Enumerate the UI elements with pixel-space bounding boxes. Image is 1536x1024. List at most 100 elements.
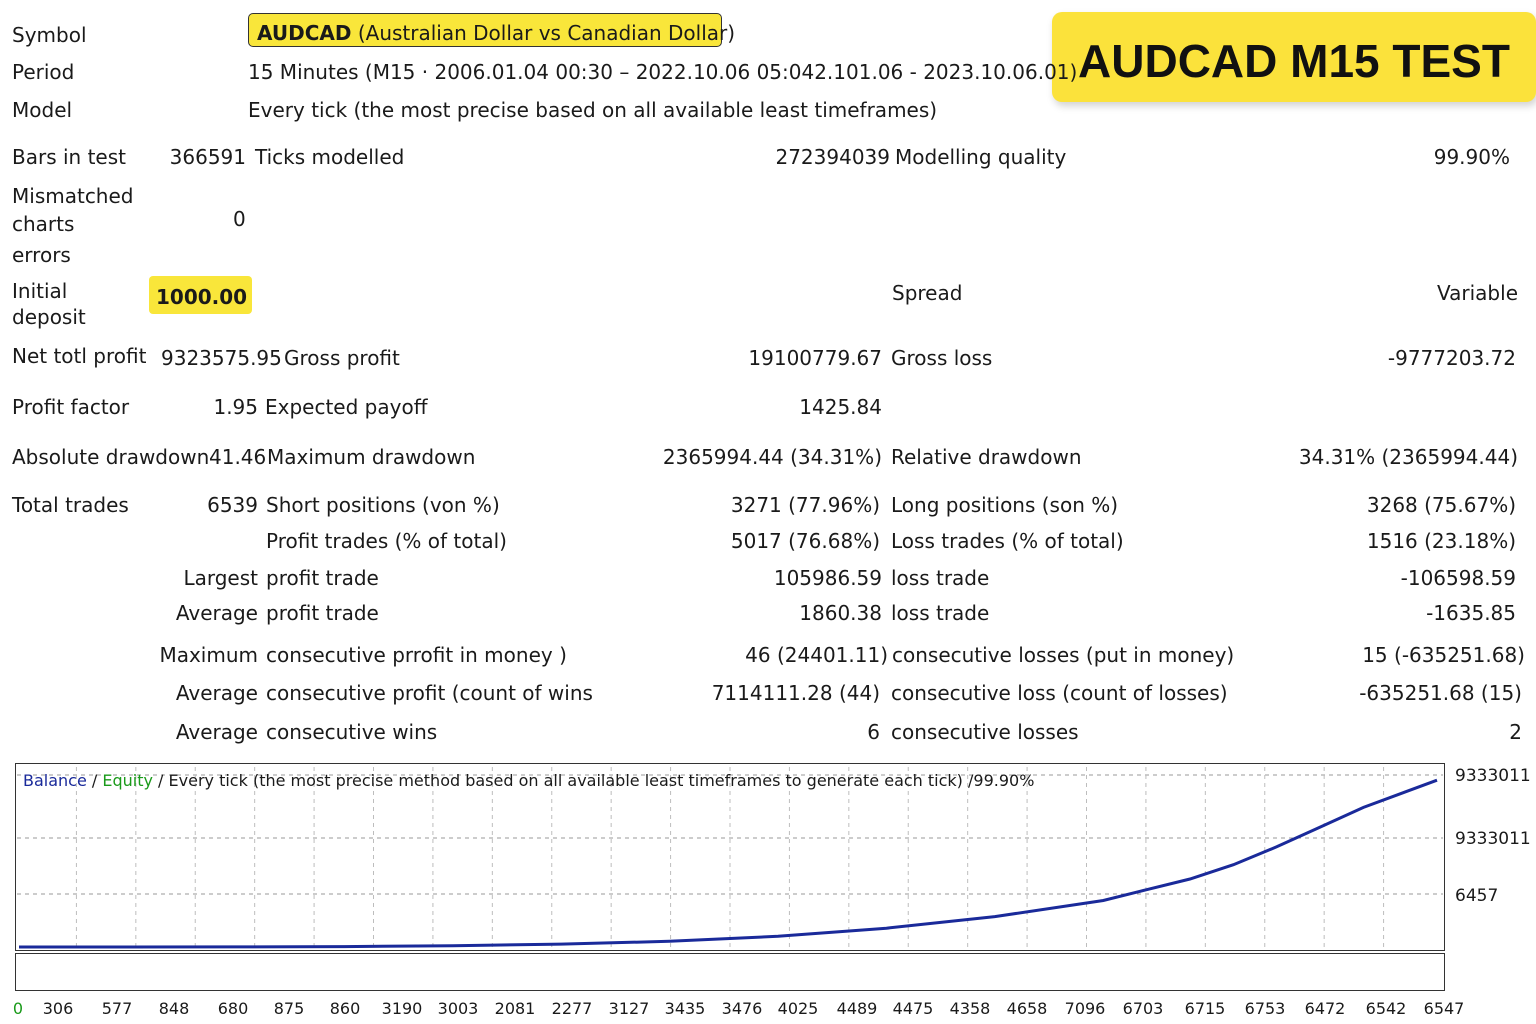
- x-tick-label: 2081: [494, 999, 536, 1018]
- bars-label: Bars in test: [12, 145, 126, 169]
- bars-value: 366591: [169, 145, 246, 169]
- chart-legend: Balance / Equity / Every tick (the most …: [23, 771, 1034, 790]
- symbol-name: (Australian Dollar vs Canadian Dollar): [357, 21, 736, 45]
- average-loss-value: -1635.85: [1426, 601, 1516, 625]
- x-tick-label: 577: [101, 999, 133, 1018]
- legend-sep: /: [86, 771, 103, 790]
- average-loss-label: loss trade: [891, 601, 990, 625]
- max-drawdown-label: Maximum drawdown: [267, 445, 476, 469]
- long-positions-value: 3268 (75.67%): [1366, 493, 1516, 517]
- ticks-label: Ticks modelled: [255, 145, 405, 169]
- average-profit-label: profit trade: [266, 601, 379, 625]
- x-tick-label: 4658: [1006, 999, 1048, 1018]
- profit-trades-value: 5017 (76.68%): [730, 529, 880, 553]
- title-badge-text: AUDCAD M15 TEST: [1078, 35, 1510, 87]
- largest-profit-label: profit trade: [266, 566, 379, 590]
- x-tick-label: 6472: [1304, 999, 1346, 1018]
- long-positions-label: Long positions (son %): [891, 493, 1119, 517]
- legend-balance: Balance: [23, 771, 87, 790]
- gross-profit-label: Gross profit: [284, 346, 400, 370]
- max-cons-loss-value: 15 (-635251.68): [1362, 643, 1525, 667]
- x-tick-label: 6542: [1365, 999, 1407, 1018]
- average-prefix-3: Average: [175, 720, 258, 744]
- y-tick-label: 6457: [1455, 886, 1499, 906]
- avg-losses-value: 2: [1509, 720, 1522, 744]
- loss-trades-label: Loss trades (% of total): [891, 529, 1124, 553]
- balance-chart-frame: [15, 763, 1445, 951]
- rel-drawdown-value: 34.31% (2365994.44): [1298, 445, 1518, 469]
- title-badge: AUDCAD M15 TEST: [1052, 12, 1536, 102]
- largest-prefix: Largest: [183, 566, 258, 590]
- net-profit-value: 9323575.95: [161, 346, 282, 370]
- spread-label: Spread: [892, 281, 963, 305]
- max-drawdown-value: 2365994.44 (34.31%): [662, 445, 882, 469]
- deposit-label-2: deposit: [12, 305, 86, 329]
- expected-payoff-label: Expected payoff: [265, 395, 428, 419]
- x-tick-label: 4475: [892, 999, 934, 1018]
- x-tick-label: 4358: [949, 999, 991, 1018]
- volume-frame: [15, 953, 1445, 991]
- x-tick-label: 0: [12, 999, 24, 1018]
- avg-cons-profit-label: consecutive profit (count of wins: [266, 681, 593, 705]
- maximum-prefix: Maximum: [159, 643, 258, 667]
- total-trades-label: Total trades: [12, 493, 129, 517]
- average-profit-value: 1860.38: [799, 601, 882, 625]
- x-tick-label: 848: [158, 999, 190, 1018]
- x-tick-label: 3190: [381, 999, 423, 1018]
- loss-trades-value: 1516 (23.18%): [1366, 529, 1516, 553]
- y-tick-label: 9333011: [1455, 829, 1531, 849]
- x-tick-label: 6703: [1122, 999, 1164, 1018]
- x-tick-label: 6715: [1184, 999, 1226, 1018]
- rel-drawdown-label: Relative drawdown: [891, 445, 1082, 469]
- avg-cons-profit-value: 7114111.28 (44): [711, 681, 880, 705]
- x-tick-label: 2277: [551, 999, 593, 1018]
- x-tick-label: 680: [217, 999, 249, 1018]
- x-tick-label: 3003: [437, 999, 479, 1018]
- x-tick-label: 3435: [664, 999, 706, 1018]
- deposit-label-1: Initial: [12, 279, 68, 303]
- x-tick-label: 4489: [836, 999, 878, 1018]
- profit-trades-label: Profit trades (% of total): [266, 529, 507, 553]
- largest-loss-label: loss trade: [891, 566, 990, 590]
- period-value: 15 Minutes (M15 · 2006.01.04 00:30 – 202…: [248, 60, 1078, 84]
- spread-value: Variable: [1437, 281, 1518, 305]
- legend-equity: Equity: [102, 771, 153, 790]
- largest-loss-value: -106598.59: [1400, 566, 1516, 590]
- x-tick-label: 306: [42, 999, 74, 1018]
- max-cons-profit-label: consecutive prrofit in money ): [266, 643, 567, 667]
- avg-losses-label: consecutive losses: [891, 720, 1079, 744]
- expected-payoff-value: 1425.84: [799, 395, 882, 419]
- mismatched-label-1: Mismatched: [12, 184, 134, 208]
- avg-wins-label: consecutive wins: [266, 720, 438, 744]
- x-tick-label: 3127: [608, 999, 650, 1018]
- short-positions-label: Short positions (von %): [266, 493, 500, 517]
- model-value: Every tick (the most precise based on al…: [248, 98, 938, 122]
- mismatched-label-2: charts: [12, 212, 75, 236]
- average-prefix: Average: [175, 601, 258, 625]
- x-tick-label: 4025: [777, 999, 819, 1018]
- avg-cons-loss-value: -635251.68 (15): [1359, 681, 1522, 705]
- symbol-label: Symbol: [12, 23, 87, 47]
- abs-drawdown-label: Absolute drawdown: [12, 445, 210, 469]
- max-cons-loss-label: consecutive losses (put in money): [892, 643, 1235, 667]
- symbol-code: AUDCAD: [257, 21, 352, 45]
- max-cons-profit-value: 46 (24401.11): [745, 643, 888, 667]
- total-trades-value: 6539: [207, 493, 258, 517]
- ticks-value: 272394039: [775, 145, 890, 169]
- average-prefix-2: Average: [175, 681, 258, 705]
- largest-profit-value: 105986.59: [773, 566, 882, 590]
- mismatched-label-3: errors: [12, 243, 71, 267]
- x-tick-label: 875: [273, 999, 305, 1018]
- avg-wins-value: 6: [867, 720, 880, 744]
- x-tick-label: 6753: [1244, 999, 1286, 1018]
- y-tick-label: 9333011: [1455, 766, 1531, 786]
- net-profit-label: Net totl profit: [12, 344, 147, 368]
- x-tick-label: 860: [329, 999, 361, 1018]
- deposit-badge: 1000.00: [149, 276, 252, 314]
- x-tick-label: 6547: [1423, 999, 1465, 1018]
- x-tick-label: 3476: [721, 999, 763, 1018]
- quality-label: Modelling quality: [895, 145, 1067, 169]
- avg-cons-loss-label: consecutive loss (count of losses): [891, 681, 1228, 705]
- x-tick-label: 7096: [1064, 999, 1106, 1018]
- deposit-value: 1000.00: [156, 285, 248, 309]
